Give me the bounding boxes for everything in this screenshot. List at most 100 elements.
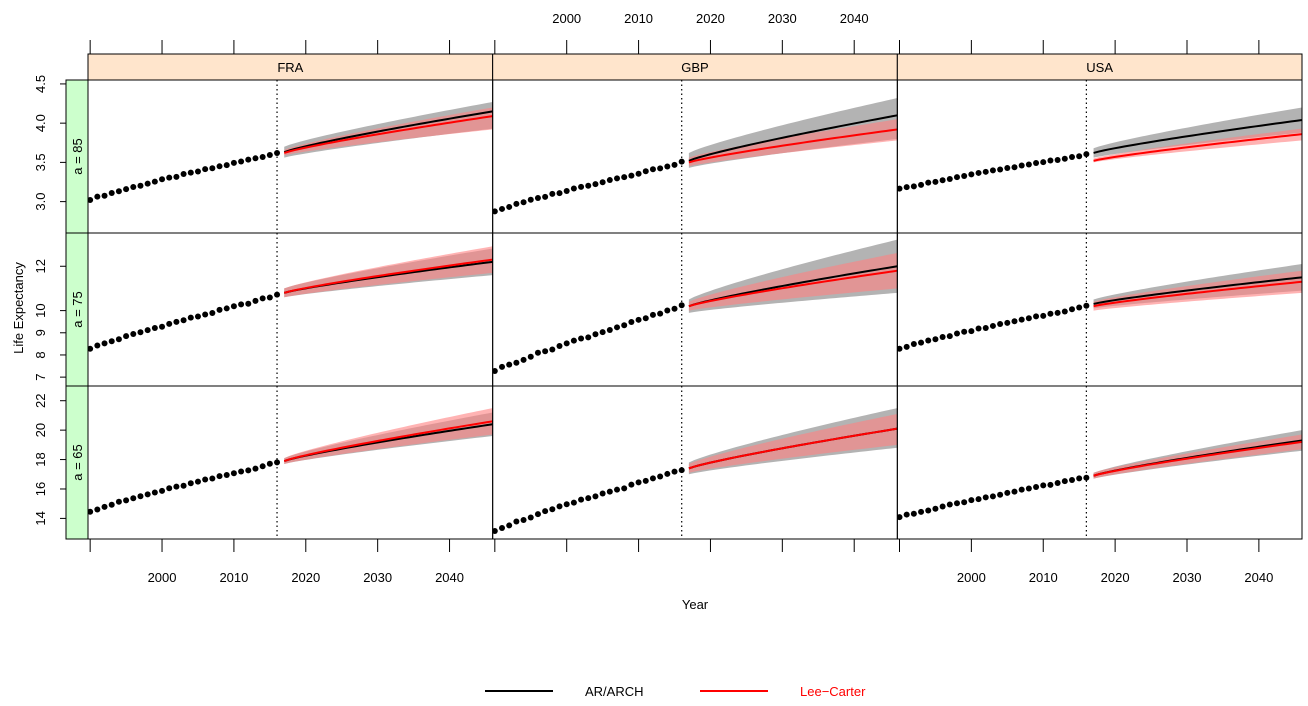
- observed-point: [492, 368, 498, 375]
- observed-point: [642, 477, 649, 484]
- lee-carter-band: [284, 246, 493, 298]
- observed-point: [216, 306, 223, 313]
- observed-point: [101, 192, 108, 199]
- panel-content: [492, 408, 898, 534]
- lee-carter-line: [1093, 440, 1302, 477]
- observed-point: [1025, 315, 1032, 322]
- observed-point: [88, 345, 94, 352]
- top-x-tick-label: 2040: [840, 11, 869, 26]
- observed-point: [635, 479, 642, 486]
- observed-point: [1076, 304, 1083, 311]
- panel-content: [492, 98, 898, 215]
- observed-point: [614, 175, 621, 182]
- observed-point: [968, 328, 975, 335]
- bottom-x-tick-label: 2030: [1173, 570, 1202, 585]
- top-x-tick-label: 2000: [552, 11, 581, 26]
- observed-point: [925, 179, 932, 186]
- lee-carter-band: [688, 413, 898, 473]
- bottom-x-tick-label: 2010: [219, 570, 248, 585]
- observed-point: [592, 181, 599, 188]
- observed-point: [123, 186, 130, 193]
- observed-point: [115, 188, 122, 195]
- panel-fra-0: [87, 79, 494, 234]
- panel-content: [88, 408, 493, 515]
- observed-point: [499, 205, 506, 212]
- observed-point: [137, 493, 144, 500]
- observed-point: [194, 313, 201, 320]
- observed-point: [252, 155, 259, 162]
- observed-point: [94, 193, 101, 200]
- observed-point: [910, 510, 917, 517]
- observed-point: [101, 340, 108, 347]
- top-x-tick-label: 2030: [768, 11, 797, 26]
- panel-frame: [896, 79, 1303, 234]
- observed-point: [549, 346, 556, 353]
- bottom-x-tick-label: 2010: [1029, 570, 1058, 585]
- y-tick-label: 16: [33, 482, 48, 496]
- observed-point: [499, 525, 506, 532]
- observed-point: [614, 324, 621, 331]
- observed-point: [946, 176, 953, 183]
- observed-point: [1004, 164, 1011, 171]
- panel-content: [897, 264, 1302, 352]
- observed-point: [621, 174, 628, 181]
- observed-point: [173, 318, 180, 325]
- observed-point: [506, 361, 513, 368]
- observed-point: [202, 311, 209, 318]
- observed-point: [649, 166, 656, 173]
- observed-point: [1054, 157, 1061, 164]
- panel-fra-2: [87, 385, 494, 540]
- observed-point: [151, 324, 158, 331]
- observed-point: [578, 183, 585, 190]
- observed-point: [115, 336, 122, 343]
- y-tick-label: 8: [33, 351, 48, 358]
- observed-point: [1033, 313, 1040, 320]
- observed-point: [513, 200, 520, 207]
- observed-point: [266, 460, 273, 467]
- observed-point: [910, 183, 917, 190]
- y-tick-label: 3.0: [33, 193, 48, 211]
- y-tick-label: 3.5: [33, 153, 48, 171]
- observed-point: [1076, 475, 1083, 482]
- observed-point: [123, 497, 130, 504]
- observed-point: [94, 506, 101, 513]
- lee-carter-line: [688, 427, 898, 470]
- observed-point: [216, 163, 223, 170]
- observed-point: [144, 327, 151, 334]
- bottom-x-tick-label: 2030: [363, 570, 392, 585]
- observed-point: [230, 470, 237, 477]
- observed-point: [946, 333, 953, 340]
- observed-point: [932, 505, 939, 512]
- observed-point: [606, 327, 613, 334]
- observed-point: [209, 475, 216, 482]
- observed-point: [101, 503, 108, 510]
- observed-point: [1054, 309, 1061, 316]
- observed-point: [492, 527, 498, 534]
- observed-point: [925, 507, 932, 514]
- lee-carter-band: [688, 119, 898, 167]
- observed-point: [527, 196, 534, 203]
- observed-point: [238, 468, 245, 475]
- observed-point: [252, 465, 259, 472]
- observed-point: [642, 168, 649, 175]
- observed-point: [961, 499, 968, 506]
- column-strip-fra: [87, 53, 494, 81]
- panel-content: [492, 239, 898, 375]
- observed-point: [671, 468, 678, 475]
- observed-point: [989, 167, 996, 174]
- observed-point: [932, 336, 939, 343]
- observed-point: [897, 514, 903, 521]
- observed-point: [542, 508, 549, 515]
- ar-arch-line: [1093, 119, 1302, 154]
- y-tick-label: 20: [33, 423, 48, 437]
- observed-point: [657, 310, 664, 317]
- observed-point: [1068, 477, 1075, 484]
- observed-point: [635, 170, 642, 177]
- observed-point: [1011, 318, 1018, 325]
- panel-frame: [896, 385, 1303, 540]
- row-strip-label: a = 75: [70, 291, 85, 328]
- column-strip-label: USA: [1086, 60, 1113, 75]
- panel-usa-1: [896, 232, 1303, 387]
- observed-point: [968, 497, 975, 504]
